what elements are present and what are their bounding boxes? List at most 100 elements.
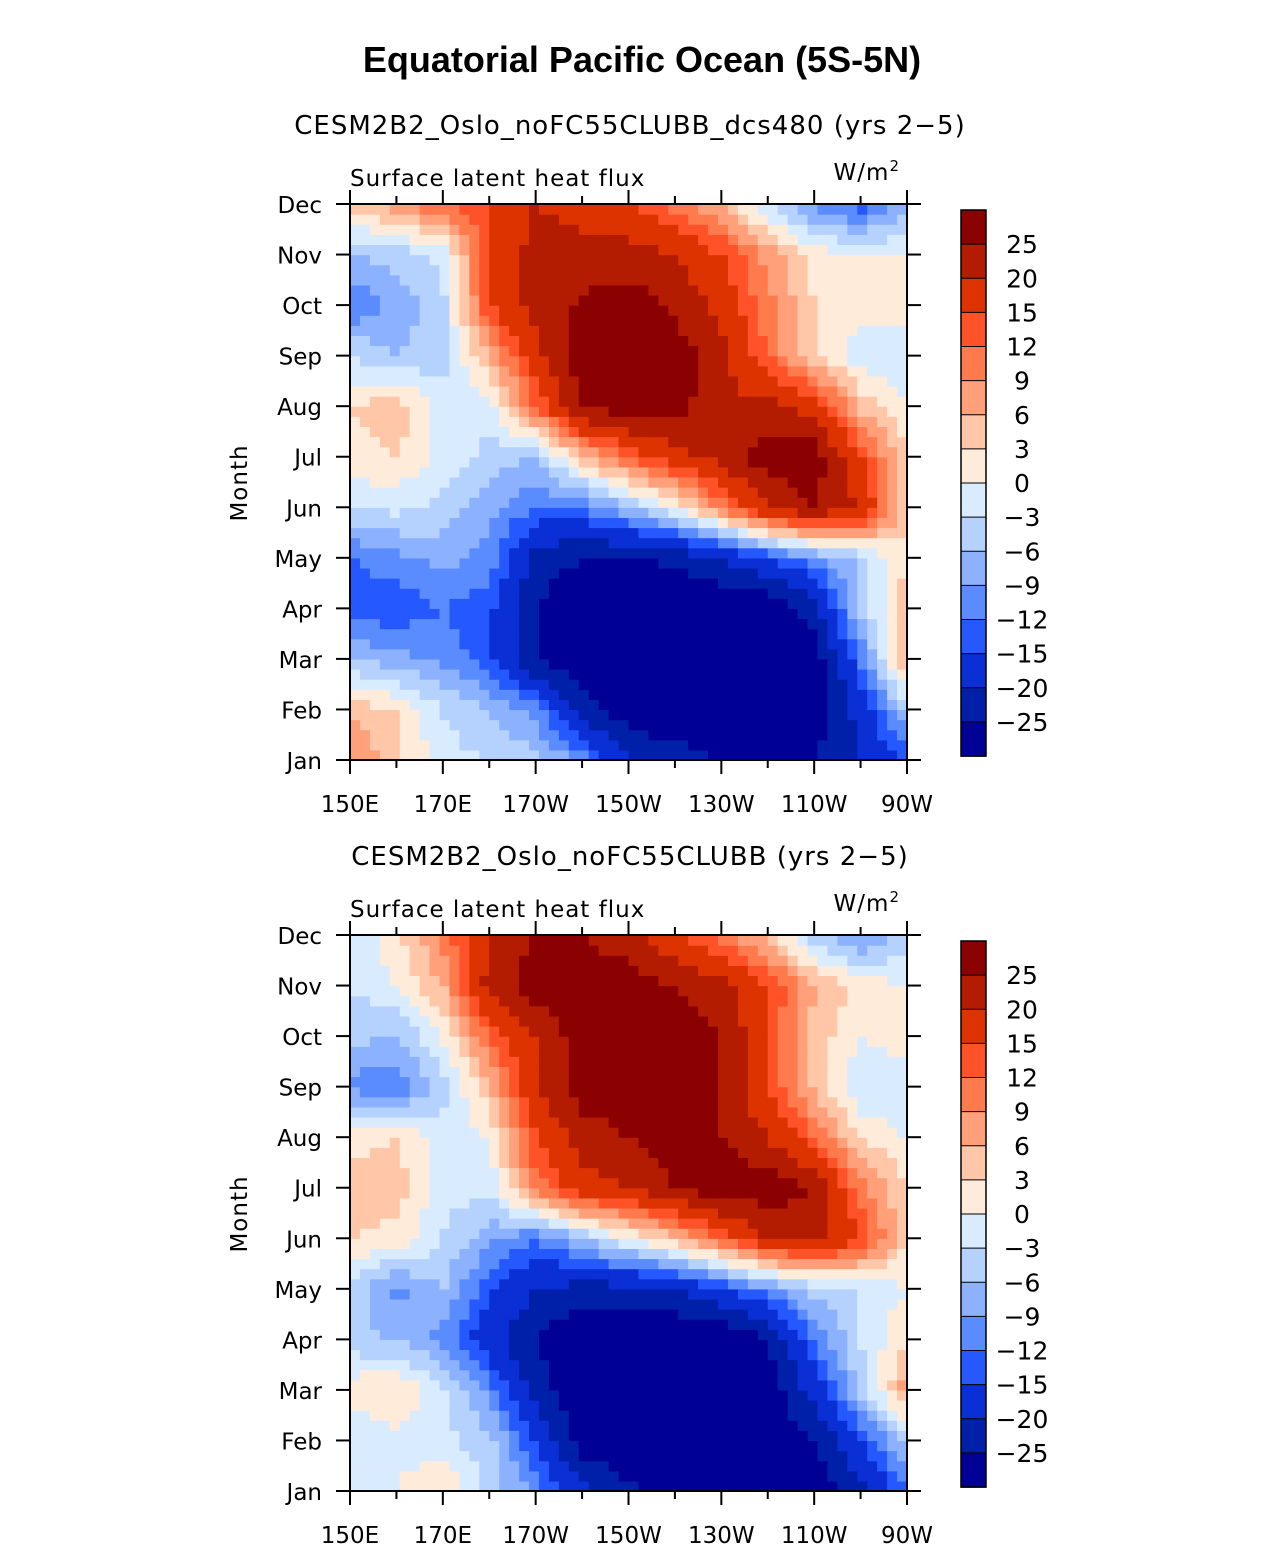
heatmap-cell — [499, 436, 510, 448]
colorbar-box — [960, 482, 987, 518]
heatmap-cell — [877, 244, 888, 256]
heatmap-cell — [678, 1288, 689, 1300]
heatmap-cell — [857, 254, 868, 266]
heatmap-cell — [847, 284, 858, 296]
heatmap-cell — [459, 719, 470, 731]
heatmap-cell — [668, 396, 679, 407]
heatmap-cell — [668, 335, 679, 347]
heatmap-cell — [638, 1480, 649, 1491]
heatmap-cell — [648, 1339, 659, 1351]
heatmap-cell — [578, 749, 590, 760]
heatmap-cell — [737, 1177, 749, 1189]
heatmap-cell — [708, 264, 719, 276]
heatmap-cell — [598, 355, 610, 367]
heatmap-cell — [787, 598, 799, 609]
heatmap-cell — [698, 1430, 709, 1442]
heatmap-cell — [399, 1359, 411, 1371]
heatmap-cell — [847, 537, 858, 549]
heatmap-cell — [608, 1187, 620, 1199]
heatmap-cell — [538, 294, 550, 306]
heatmap-cell — [817, 537, 829, 549]
heatmap-cell — [867, 476, 878, 488]
heatmap-cell — [857, 648, 868, 660]
heatmap-cell — [379, 396, 391, 407]
heatmap-cell — [698, 305, 709, 316]
heatmap-cell — [867, 1359, 878, 1371]
heatmap-cell — [618, 719, 630, 731]
heatmap-cell — [379, 598, 391, 609]
heatmap-cell — [777, 638, 789, 650]
heatmap-cell — [558, 1309, 570, 1320]
heatmap-cell — [389, 1288, 401, 1300]
heatmap-cell — [419, 628, 431, 640]
heatmap-cell — [598, 749, 610, 760]
heatmap-cell — [608, 527, 620, 539]
heatmap-cell — [757, 1420, 769, 1431]
heatmap-cell — [419, 578, 431, 589]
heatmap-cell — [389, 436, 401, 448]
heatmap-cell — [529, 1430, 540, 1442]
heatmap-cell — [678, 638, 689, 650]
heatmap-cell — [359, 1268, 371, 1280]
heatmap-cell — [588, 699, 600, 711]
heatmap-cell — [847, 274, 858, 286]
heatmap-cell — [359, 658, 371, 670]
heatmap-cell — [379, 1157, 391, 1169]
heatmap-cell — [827, 406, 838, 417]
heatmap-cell — [658, 1369, 669, 1381]
heatmap-cell — [588, 214, 600, 225]
heatmap-cell — [409, 355, 421, 367]
heatmap-cell — [708, 527, 719, 539]
heatmap-cell — [897, 1218, 907, 1229]
heatmap-cell — [708, 669, 719, 680]
heatmap-cell — [608, 305, 620, 316]
heatmap-cell — [379, 1207, 391, 1219]
heatmap-cell — [548, 1177, 560, 1189]
heatmap-cell — [578, 456, 590, 468]
heatmap-cell — [538, 1278, 550, 1290]
heatmap-cell — [529, 1309, 540, 1320]
heatmap-cell — [519, 648, 530, 660]
heatmap-cell — [509, 527, 520, 539]
heatmap-cell — [519, 1278, 530, 1290]
heatmap-cell — [648, 1460, 659, 1472]
heatmap-cell — [678, 1430, 689, 1442]
heatmap-cell — [698, 456, 709, 468]
heatmap-cell — [459, 658, 470, 670]
heatmap-cell — [857, 1218, 868, 1229]
heatmap-cell — [678, 507, 689, 518]
heatmap-cell — [479, 729, 490, 741]
heatmap-cell — [459, 709, 470, 721]
heatmap-cell — [399, 305, 411, 316]
heatmap-cell — [817, 1167, 829, 1179]
heatmap-cell — [529, 1470, 540, 1482]
heatmap-cell — [568, 325, 580, 337]
heatmap-cell — [359, 335, 371, 347]
heatmap-cell — [588, 234, 600, 246]
heatmap-cell — [419, 1339, 431, 1351]
heatmap-cell — [529, 284, 540, 296]
heatmap-cell — [568, 1218, 580, 1229]
heatmap-cell — [429, 588, 441, 599]
heatmap-cell — [688, 689, 699, 700]
heatmap-cell — [807, 456, 819, 468]
heatmap-cell — [369, 699, 381, 711]
heatmap-cell — [837, 1268, 848, 1280]
heatmap-cell — [658, 476, 669, 488]
heatmap-cell — [598, 1339, 610, 1351]
heatmap-cell — [469, 1268, 480, 1280]
heatmap-cell — [598, 1480, 610, 1491]
heatmap-cell — [389, 476, 401, 488]
heatmap-cell — [827, 375, 838, 387]
heatmap-cell — [479, 456, 490, 468]
heatmap-cell — [548, 355, 560, 367]
heatmap-cell — [877, 1298, 888, 1310]
heatmap-cell — [638, 204, 649, 215]
heatmap-cell — [658, 264, 669, 276]
heatmap-cell — [747, 1430, 759, 1442]
heatmap-cell — [499, 567, 510, 579]
colorbar-box — [960, 311, 987, 348]
heatmap-cell — [837, 234, 848, 246]
heatmap-cell — [837, 1288, 848, 1300]
heatmap-cell — [509, 375, 520, 387]
